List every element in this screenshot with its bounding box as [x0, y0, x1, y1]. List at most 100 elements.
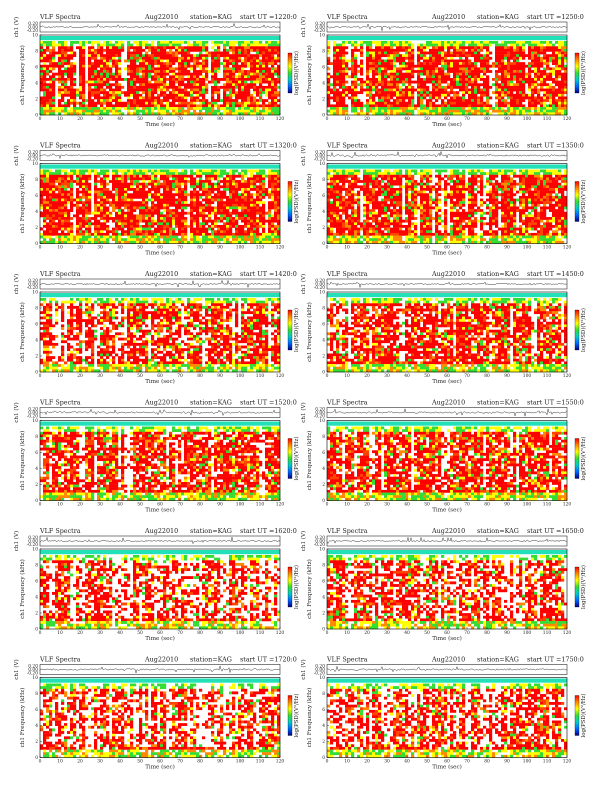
- spectrogram-cell: [528, 52, 531, 55]
- spectrogram-cell: [184, 49, 187, 52]
- spectrogram-cell: [265, 57, 268, 60]
- spectrogram-cell: [175, 91, 178, 94]
- spectrogram-cell: [190, 73, 193, 76]
- spectrogram-cell: [274, 107, 277, 110]
- spectrogram-cell: [151, 65, 154, 68]
- spectrogram-cell: [474, 86, 477, 89]
- spectrogram-cell: [142, 238, 145, 241]
- spectrogram-cell: [232, 94, 235, 97]
- spectrogram-cell: [106, 44, 109, 47]
- spectrogram-cell: [106, 94, 109, 97]
- spectrogram-cell: [58, 46, 61, 49]
- spectrogram-cell: [241, 102, 244, 105]
- spectrogram-cell: [163, 99, 166, 102]
- spectrogram-cell: [61, 185, 64, 188]
- spectrogram-cell: [351, 99, 354, 102]
- spectrogram-cell: [253, 70, 256, 73]
- spectrogram-cell: [561, 41, 564, 44]
- spectrogram-cell: [534, 110, 537, 113]
- spectrogram-cell: [378, 73, 381, 76]
- spectrogram-cell: [510, 57, 513, 60]
- spectrogram-cell: [262, 81, 265, 84]
- spectrogram-cell: [73, 214, 76, 217]
- spectrogram-cell: [154, 57, 157, 60]
- spectrogram-cell: [76, 89, 79, 92]
- spectrogram-cell: [178, 107, 181, 110]
- spectrogram-cell: [339, 60, 342, 63]
- spectrogram-cell: [79, 191, 82, 194]
- spectrogram-cell: [510, 89, 513, 92]
- spectrogram-cell: [354, 99, 357, 102]
- spectrogram-cell: [540, 73, 543, 76]
- spectrogram-cell: [91, 233, 94, 236]
- spectrogram-cell: [154, 230, 157, 233]
- spectrogram-cell: [519, 70, 522, 73]
- spectrogram-cell: [381, 83, 384, 86]
- spectrogram-cell: [480, 94, 483, 97]
- spectrogram-cell: [43, 220, 46, 223]
- spectrogram-cell: [70, 91, 73, 94]
- spectrogram-cell: [55, 204, 58, 207]
- spectrogram-cell: [390, 75, 393, 78]
- spectrogram-cell: [259, 89, 262, 92]
- spectrogram-cell: [145, 102, 148, 105]
- spectrogram-cell: [61, 94, 64, 97]
- spectrogram-cell: [543, 60, 546, 63]
- spectrogram-cell: [408, 91, 411, 94]
- spectrogram-cell: [55, 110, 58, 113]
- spectrogram-cell: [342, 57, 345, 60]
- spectrogram-cell: [501, 41, 504, 44]
- spectrogram-cell: [486, 81, 489, 84]
- spectrogram-cell: [405, 65, 408, 68]
- spectrogram-cell: [555, 99, 558, 102]
- spectrogram-cell: [438, 75, 441, 78]
- spectrogram-cell: [274, 94, 277, 97]
- spectrogram-cell: [429, 57, 432, 60]
- spectrogram-cell: [97, 220, 100, 223]
- spectrogram-cell: [253, 110, 256, 113]
- spectrogram-cell: [244, 46, 247, 49]
- spectrogram-cell: [190, 67, 193, 70]
- spectrogram-cell: [336, 52, 339, 55]
- spectrogram-cell: [46, 201, 49, 204]
- spectrogram-cell: [133, 57, 136, 60]
- spectrogram-cell: [46, 102, 49, 105]
- spectrogram-cell: [408, 94, 411, 97]
- spectrogram-cell: [474, 78, 477, 81]
- spectrogram-cell: [148, 236, 151, 239]
- spectrogram-cell: [130, 67, 133, 70]
- spectrogram-cell: [49, 228, 52, 231]
- spectrogram-cell: [136, 57, 139, 60]
- spectrogram-cell: [88, 94, 91, 97]
- spectrogram-cell: [115, 220, 118, 223]
- spectrogram-cell: [112, 199, 115, 202]
- spectrogram-cell: [148, 214, 151, 217]
- spectrogram-cell: [408, 49, 411, 52]
- spectrogram-cell: [124, 94, 127, 97]
- spectrogram-cell: [157, 172, 160, 175]
- spectrogram-cell: [474, 65, 477, 68]
- spectrogram-cell: [381, 99, 384, 102]
- spectrogram-cell: [366, 65, 369, 68]
- spectrogram-cell: [49, 238, 52, 241]
- spectrogram-cell: [157, 217, 160, 220]
- spectrogram-cell: [82, 46, 85, 49]
- spectrogram-cell: [399, 94, 402, 97]
- spectrogram-cell: [148, 62, 151, 65]
- spectrogram-cell: [121, 225, 124, 228]
- spectrogram-cell: [555, 57, 558, 60]
- spectrogram-cell: [244, 104, 247, 107]
- spectrogram-cell: [61, 230, 64, 233]
- spectrogram-cell: [253, 57, 256, 60]
- spectrogram-cell: [501, 83, 504, 86]
- spectrogram-cell: [432, 65, 435, 68]
- spectrogram-cell: [396, 41, 399, 44]
- spectrogram-cell: [417, 104, 420, 107]
- spectrogram-cell: [432, 62, 435, 65]
- spectrogram-cell: [474, 102, 477, 105]
- spectrogram-cell: [52, 191, 55, 194]
- spectrogram-cell: [58, 44, 61, 47]
- spectrogram-cell: [558, 89, 561, 92]
- spectrogram-cell: [244, 65, 247, 68]
- spectrogram-cell: [61, 209, 64, 212]
